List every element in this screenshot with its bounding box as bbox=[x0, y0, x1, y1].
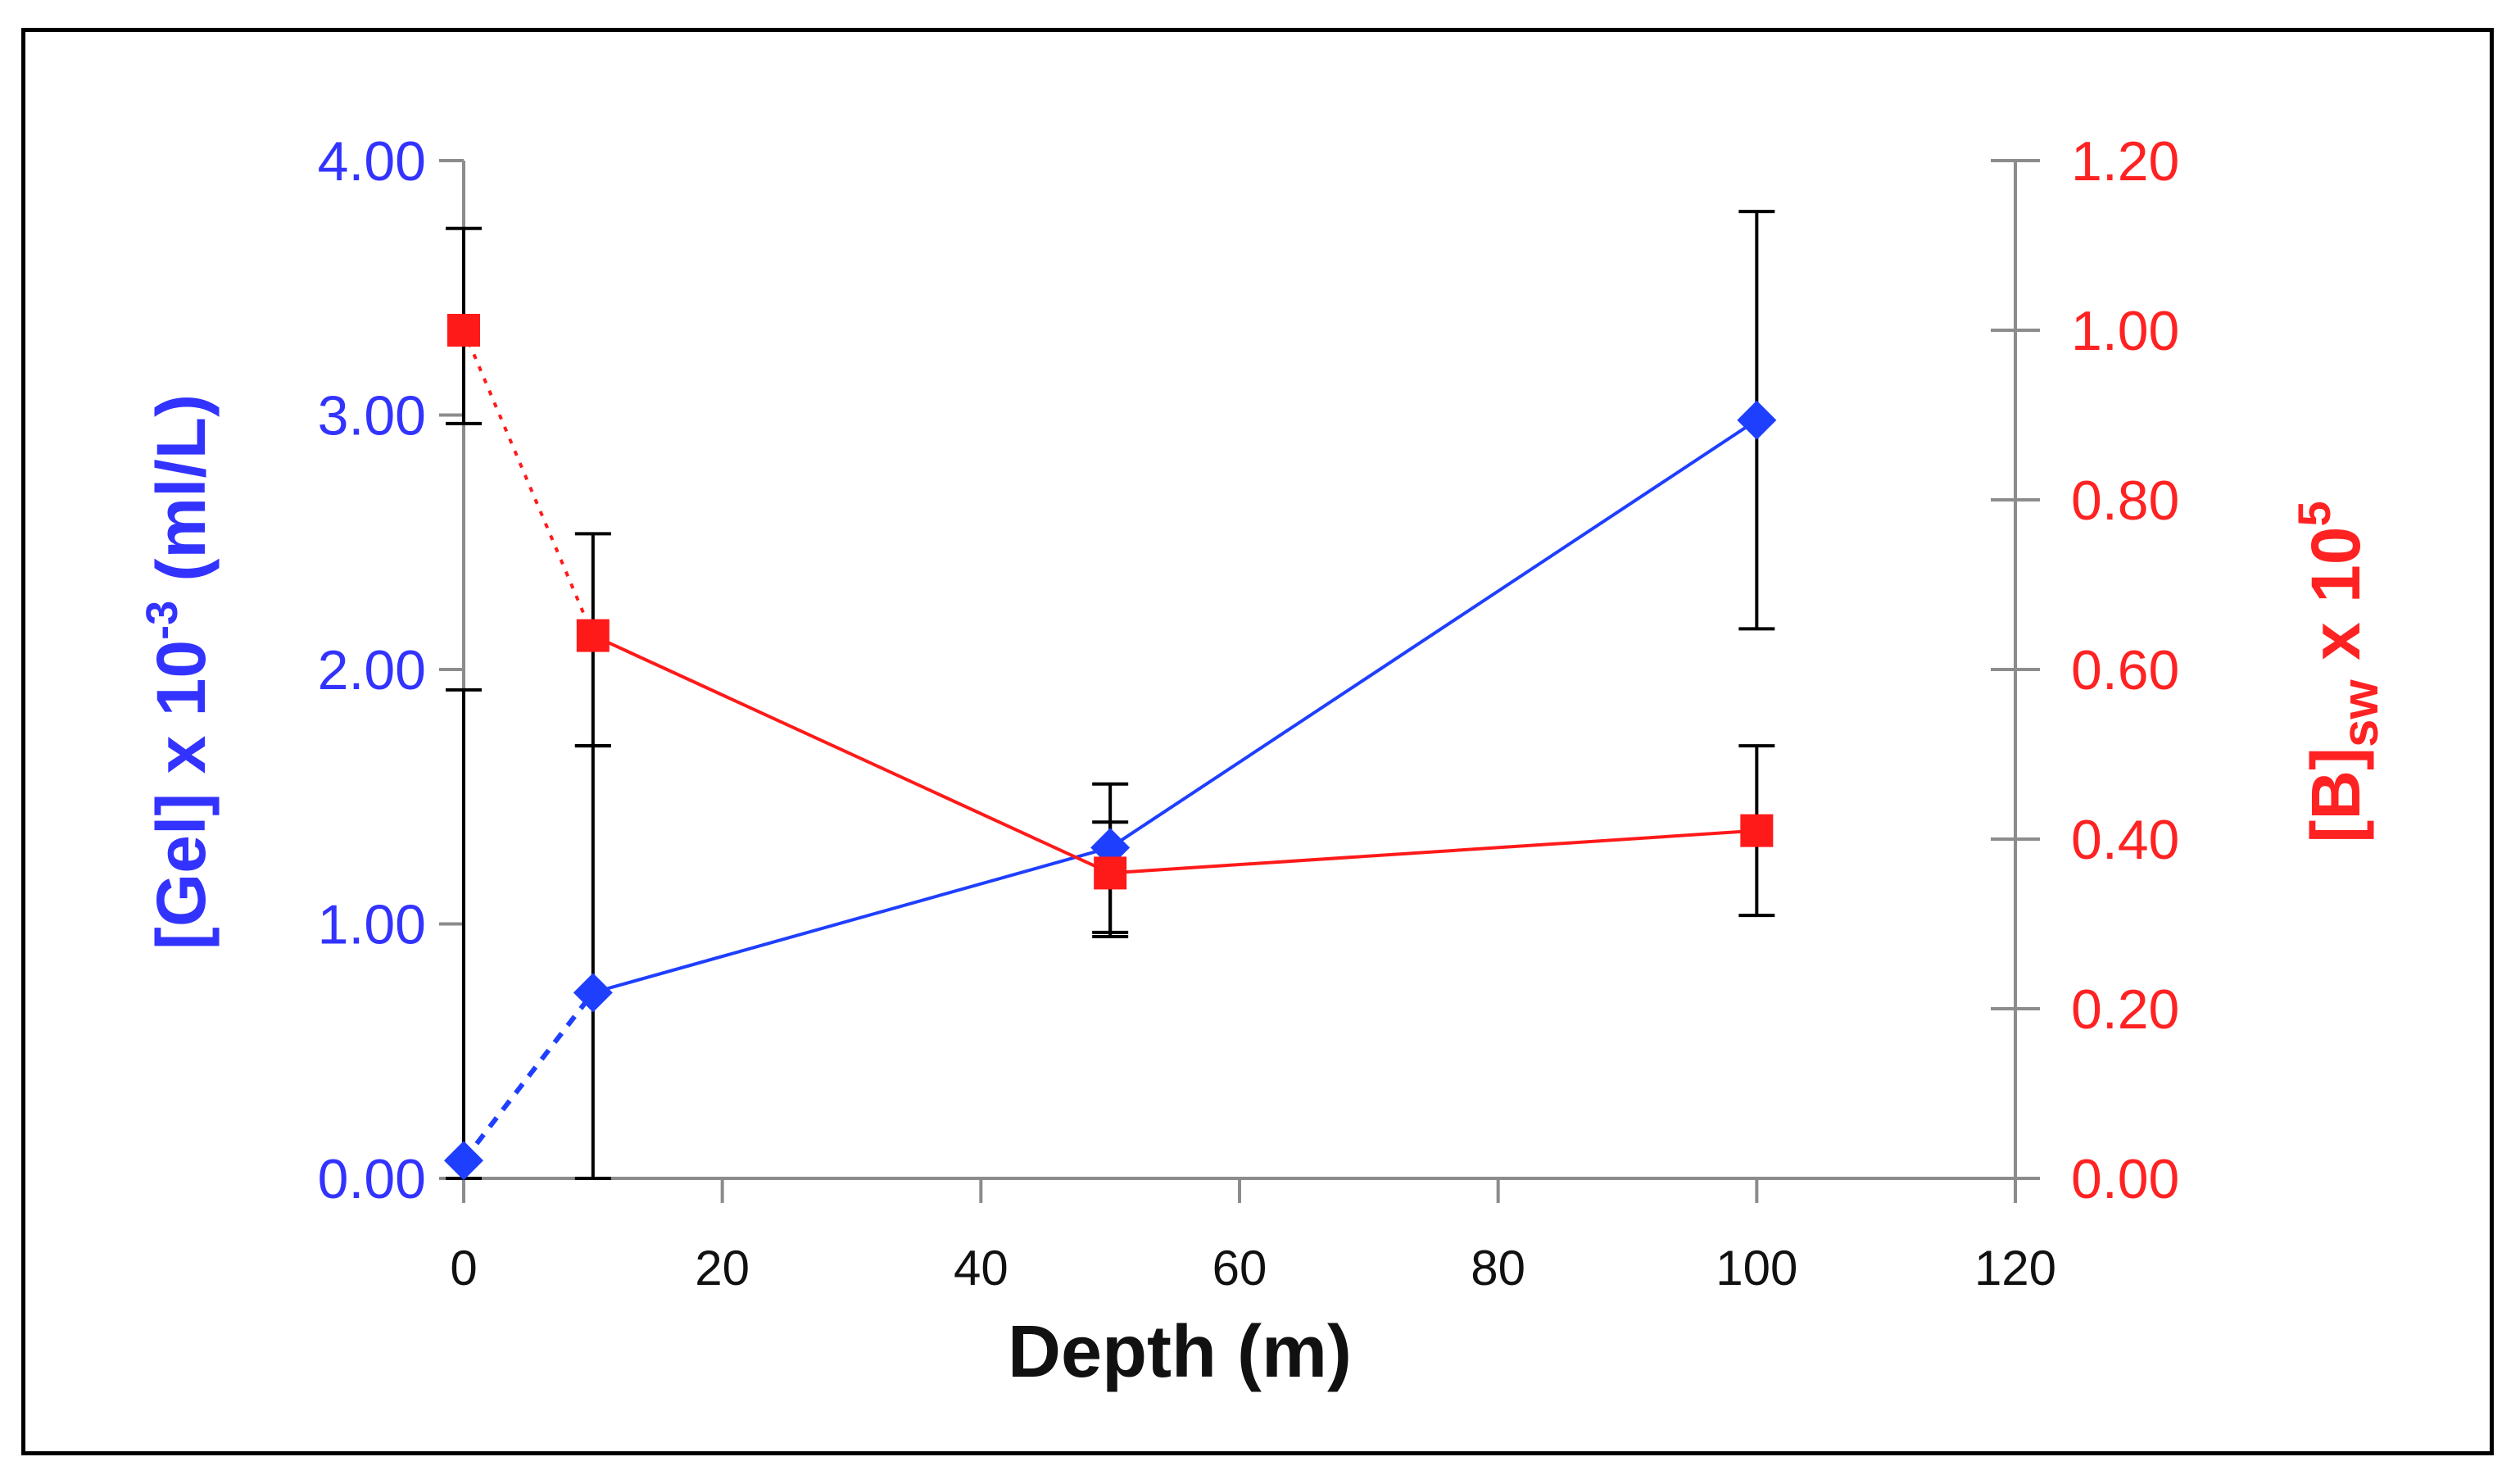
markers-layer bbox=[444, 314, 1777, 1181]
labels-layer: 0.00 1.00 2.00 3.00 4.00 0.00 0.20 0.40 0.60 0.80… bbox=[138, 130, 2389, 1393]
data-point-square bbox=[1094, 856, 1127, 890]
data-point-diamond bbox=[573, 973, 613, 1013]
left-axis-title: [Gel] x 10-3 (ml/L) bbox=[138, 394, 220, 950]
x-axis-tick-label: 120 bbox=[1974, 1241, 2056, 1296]
right-axis-title-main: [B] bbox=[2297, 747, 2374, 843]
x-axis-tick-label: 60 bbox=[1212, 1241, 1267, 1296]
series-line-segment bbox=[1110, 828, 1757, 875]
left-axis-tick-label: 2.00 bbox=[318, 639, 426, 701]
left-axis-tick-label: 4.00 bbox=[318, 130, 426, 193]
series-lines-layer bbox=[461, 329, 1758, 1163]
axes-layer bbox=[439, 159, 2040, 1203]
x-axis-tick-label: 20 bbox=[695, 1241, 750, 1296]
right-axis-tick-label: 0.00 bbox=[2071, 1148, 2179, 1210]
right-axis-tick-label: 1.20 bbox=[2071, 130, 2179, 193]
error-bars-layer bbox=[446, 210, 1775, 1180]
left-axis-tick-label: 0.00 bbox=[318, 1148, 426, 1210]
right-axis-title-times: x 10 bbox=[2297, 527, 2374, 680]
series-line-segment bbox=[461, 991, 596, 1163]
x-axis-tick-label: 40 bbox=[954, 1241, 1008, 1296]
series-line-segment bbox=[1109, 419, 1758, 850]
chart-frame bbox=[21, 28, 2494, 1455]
right-axis-title: [B]sw x 105 bbox=[2288, 501, 2389, 842]
x-axis-tick-label: 80 bbox=[1471, 1241, 1525, 1296]
right-axis-tick-label: 0.60 bbox=[2071, 639, 2179, 701]
x-axis-title: Depth (m) bbox=[1008, 1311, 1352, 1393]
right-axis-tick-label: 0.80 bbox=[2071, 470, 2179, 532]
series-line-segment bbox=[462, 329, 595, 637]
x-axis-tick-label: 100 bbox=[1716, 1241, 1797, 1296]
x-axis-tick-label: 0 bbox=[450, 1241, 477, 1296]
data-point-square bbox=[576, 619, 610, 652]
right-axis-title-subscript: sw bbox=[2332, 679, 2389, 747]
left-axis-title-main: [Gel] x 10 bbox=[143, 640, 220, 950]
data-point-square bbox=[447, 314, 480, 347]
right-axis-tick-label: 1.00 bbox=[2071, 300, 2179, 362]
series-line-segment bbox=[592, 846, 1111, 995]
right-axis-tick-label: 0.40 bbox=[2071, 809, 2179, 871]
data-point-square bbox=[1740, 814, 1774, 847]
data-point-diamond bbox=[444, 1141, 483, 1181]
right-axis-title-exponent: 5 bbox=[2288, 501, 2340, 526]
left-axis-tick-label: 3.00 bbox=[318, 385, 426, 447]
left-axis-title-exponent: -3 bbox=[138, 601, 187, 640]
series-line-segment bbox=[591, 633, 1112, 875]
left-axis-title-unit: (ml/L) bbox=[143, 394, 220, 601]
left-axis-tick-label: 1.00 bbox=[318, 894, 426, 956]
right-axis-tick-label: 0.20 bbox=[2071, 978, 2179, 1041]
data-point-diamond bbox=[1737, 400, 1777, 440]
